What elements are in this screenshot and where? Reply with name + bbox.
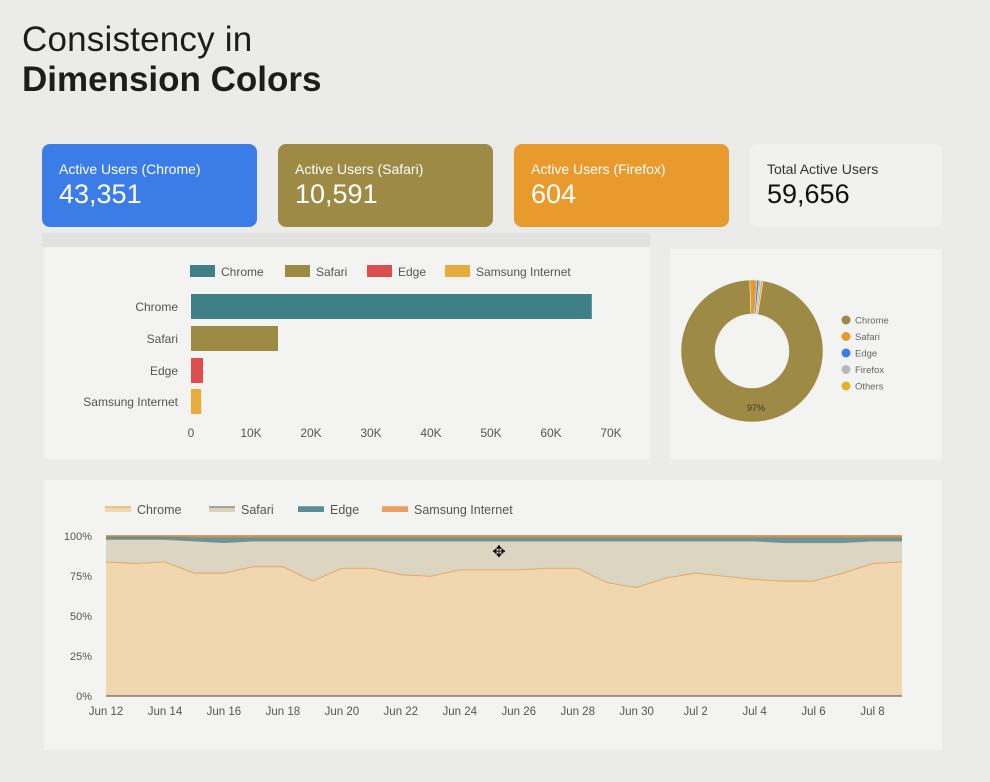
bar-chart[interactable]: Chrome Safari Edge Samsung Internet Chrome Sa… bbox=[44, 247, 650, 459]
y-tick-label: 0% bbox=[76, 691, 92, 703]
legend-swatch-edge bbox=[298, 507, 324, 512]
x-tick-label: Jun 12 bbox=[89, 706, 124, 718]
kpi-label: Active Users (Safari) bbox=[295, 161, 424, 177]
y-tick-label: 75% bbox=[70, 571, 92, 583]
bar-samsung-internet bbox=[191, 389, 202, 414]
legend-label: Safari bbox=[241, 503, 274, 517]
dashboard-title-line1: Consistency in bbox=[22, 20, 253, 59]
legend-label: Chrome bbox=[221, 265, 264, 279]
legend-label: Safari bbox=[855, 332, 880, 343]
legend-dot-chrome bbox=[841, 315, 851, 325]
legend-swatch-chrome bbox=[190, 265, 215, 277]
x-tick-label: 30K bbox=[360, 426, 381, 440]
x-tick-label: Jun 24 bbox=[443, 706, 478, 718]
x-tick-label: Jun 28 bbox=[560, 706, 595, 718]
bar-safari bbox=[191, 326, 278, 351]
x-tick-label: Jul 2 bbox=[683, 706, 707, 718]
x-tick-label: Jun 14 bbox=[148, 706, 183, 718]
donut-chart-panel[interactable]: 97% Chrome Safari Edge Firefox Others bbox=[670, 249, 942, 459]
x-tick-label: Jun 26 bbox=[501, 706, 536, 718]
area-chrome bbox=[106, 561, 902, 696]
legend-label: Edge bbox=[330, 503, 359, 517]
legend-label: Chrome bbox=[137, 503, 182, 517]
x-tick-label: 50K bbox=[480, 426, 501, 440]
legend-swatch-safari bbox=[209, 507, 235, 512]
kpi-card-safari[interactable]: Active Users (Safari) 10,591 bbox=[278, 144, 493, 227]
y-tick-label: 100% bbox=[64, 531, 92, 543]
kpi-card-total[interactable]: Total Active Users 59,656 bbox=[750, 144, 942, 227]
legend-dot-edge bbox=[841, 348, 851, 358]
x-tick-label: 20K bbox=[300, 426, 321, 440]
kpi-label: Total Active Users bbox=[767, 161, 879, 177]
x-tick-label: 70K bbox=[600, 426, 621, 440]
legend-label: Samsung Internet bbox=[414, 503, 513, 517]
legend-label: Edge bbox=[855, 349, 877, 360]
legend-label: Edge bbox=[398, 265, 426, 279]
legend-dot-others bbox=[841, 381, 851, 391]
x-tick-label: Jun 30 bbox=[619, 706, 654, 718]
area-safari bbox=[106, 539, 902, 588]
kpi-value: 43,351 bbox=[59, 179, 142, 209]
legend-swatch-chrome bbox=[105, 507, 131, 512]
category-label: Safari bbox=[147, 332, 178, 346]
kpi-value: 604 bbox=[531, 179, 577, 209]
x-tick-label: 10K bbox=[240, 426, 261, 440]
dashboard-title-line2: Dimension Colors bbox=[22, 60, 322, 99]
x-tick-label: Jul 6 bbox=[801, 706, 825, 718]
bar-edge bbox=[191, 358, 203, 383]
kpi-value: 10,591 bbox=[295, 179, 378, 209]
x-tick-label: Jul 8 bbox=[860, 706, 884, 718]
slice-value-label: 97% bbox=[747, 403, 765, 413]
bar-chart-panel[interactable]: Chrome Safari Edge Samsung Internet Chrome Sa… bbox=[44, 247, 650, 459]
x-tick-label: 0 bbox=[188, 426, 195, 440]
kpi-card-chrome[interactable]: Active Users (Chrome) 43,351 bbox=[42, 144, 257, 227]
donut-slice-others bbox=[756, 280, 764, 315]
x-tick-label: Jun 16 bbox=[207, 706, 242, 718]
legend-label: Chrome bbox=[855, 316, 889, 327]
x-tick-label: Jun 18 bbox=[266, 706, 301, 718]
y-tick-label: 50% bbox=[70, 611, 92, 623]
donut-chart[interactable]: 97% Chrome Safari Edge Firefox Others bbox=[670, 249, 942, 459]
legend-label: Safari bbox=[316, 265, 347, 279]
legend-swatch-samsung-internet bbox=[382, 507, 408, 512]
donut-slice-chrome bbox=[680, 279, 824, 423]
bar-chrome bbox=[191, 294, 592, 319]
move-cursor-icon: ✥ bbox=[492, 544, 505, 561]
legend-swatch-edge bbox=[367, 265, 392, 277]
area-chart-panel[interactable]: Chrome Safari Edge Samsung Internet 0% 25% 50%… bbox=[44, 480, 942, 750]
x-tick-label: Jul 4 bbox=[742, 706, 767, 718]
legend-label: Others bbox=[855, 382, 884, 393]
kpi-card-firefox[interactable]: Active Users (Firefox) 604 bbox=[514, 144, 729, 227]
kpi-label: Active Users (Firefox) bbox=[531, 161, 666, 177]
x-tick-label: Jun 20 bbox=[325, 706, 360, 718]
x-tick-label: Jun 22 bbox=[384, 706, 419, 718]
category-label: Samsung Internet bbox=[83, 395, 178, 409]
panel-header-strip bbox=[42, 233, 650, 247]
legend-swatch-samsung-internet bbox=[445, 265, 470, 277]
kpi-value: 59,656 bbox=[767, 179, 850, 209]
category-label: Edge bbox=[150, 364, 178, 378]
kpi-label: Active Users (Chrome) bbox=[59, 161, 201, 177]
legend-label: Samsung Internet bbox=[476, 265, 571, 279]
legend-swatch-safari bbox=[285, 265, 310, 277]
legend-dot-firefox bbox=[841, 365, 851, 374]
category-label: Chrome bbox=[135, 300, 178, 314]
x-tick-label: 60K bbox=[540, 426, 561, 440]
legend-dot-safari bbox=[841, 332, 851, 341]
legend-label: Firefox bbox=[855, 365, 884, 376]
x-tick-label: 40K bbox=[420, 426, 441, 440]
area-chart[interactable]: Chrome Safari Edge Samsung Internet 0% 25% 50%… bbox=[44, 480, 942, 750]
y-tick-label: 25% bbox=[70, 651, 92, 663]
